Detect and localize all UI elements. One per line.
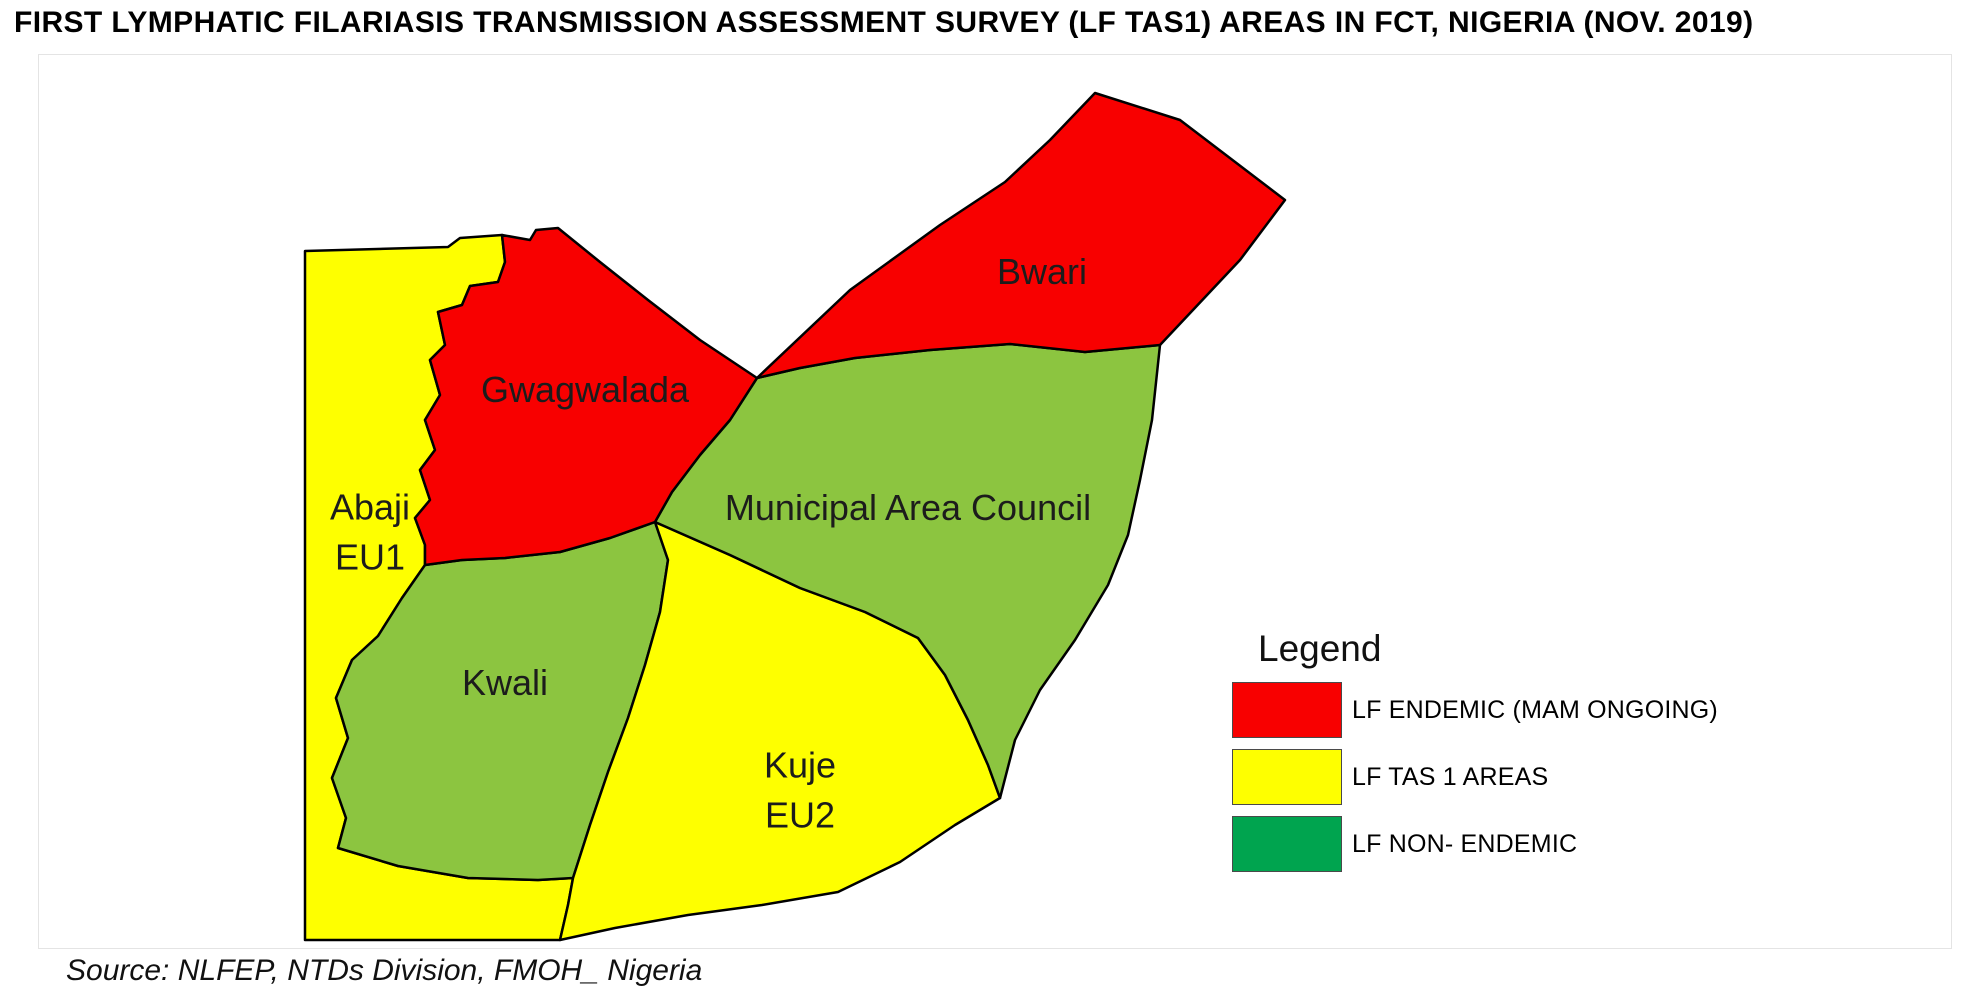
legend-swatch-endemic	[1232, 682, 1342, 738]
legend-label-tas1: LF TAS 1 AREAS	[1352, 762, 1549, 791]
map-label-bwari-line1: Bwari	[996, 251, 1088, 293]
map-label-bwari: Bwari	[997, 247, 1087, 297]
legend-item-endemic: LF ENDEMIC (MAM ONGOING)	[1232, 682, 1718, 738]
legend-swatch-non-endemic	[1232, 816, 1342, 872]
legend-title: Legend	[1258, 628, 1382, 669]
map-label-kwali-line1: Kwali	[461, 662, 549, 704]
map-label-gwagwalada: Gwagwalada	[481, 365, 689, 415]
map-label-abaji-line1: Abaji	[329, 486, 411, 528]
legend-item-non-endemic: LF NON- ENDEMIC	[1232, 816, 1718, 872]
legend-swatch-tas1	[1232, 749, 1342, 805]
source-note: Source: NLFEP, NTDs Division, FMOH_ Nige…	[66, 954, 703, 987]
map-label-kuje-line1: Kuje	[763, 744, 837, 786]
map-label-kwali: Kwali	[462, 658, 548, 708]
map-label-gwagwalada-line1: Gwagwalada	[480, 369, 690, 411]
map-label-abaji-line2: EU1	[334, 536, 406, 577]
map-label-kuje: Kuje EU2	[764, 740, 836, 839]
legend-label-endemic: LF ENDEMIC (MAM ONGOING)	[1352, 695, 1718, 724]
map-label-abaji: Abaji EU1	[330, 482, 410, 581]
map-label-kuje-line2: EU2	[764, 794, 836, 835]
legend-item-tas1: LF TAS 1 AREAS	[1232, 749, 1718, 805]
page-title: FIRST LYMPHATIC FILARIASIS TRANSMISSION …	[14, 6, 1754, 39]
map-label-municipal-area-council: Municipal Area Council	[725, 483, 1091, 533]
legend: Legend LF ENDEMIC (MAM ONGOING) LF TAS 1…	[1232, 628, 1718, 883]
map-region-bwari	[755, 91, 1287, 380]
legend-label-non-endemic: LF NON- ENDEMIC	[1352, 829, 1578, 858]
map-region-gwagwalada	[413, 226, 759, 567]
map-label-municipal-line1: Municipal Area Council	[724, 487, 1092, 529]
